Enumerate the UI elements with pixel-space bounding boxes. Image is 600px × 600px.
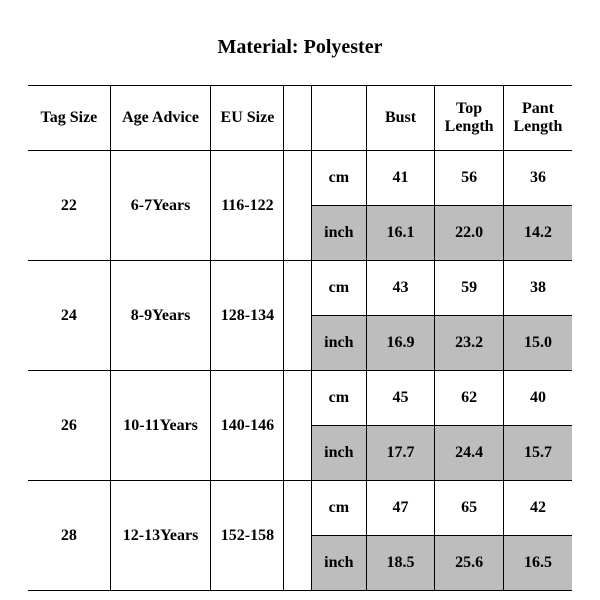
cell-unit-inch: inch xyxy=(311,536,366,591)
cell-eu-size: 140-146 xyxy=(211,371,284,481)
cell-eu-size: 152-158 xyxy=(211,481,284,591)
cell-pant-length: 14.2 xyxy=(503,206,572,261)
cell-bust: 18.5 xyxy=(366,536,435,591)
cell-pant-length: 36 xyxy=(503,151,572,206)
cell-top-length: 65 xyxy=(435,481,504,536)
col-tag-size: Tag Size xyxy=(28,86,110,151)
size-table-wrap: Tag Size Age Advice EU Size Bust Top Len… xyxy=(0,85,600,591)
cell-pant-length: 40 xyxy=(503,371,572,426)
cell-unit-cm: cm xyxy=(311,151,366,206)
cell-pant-length: 42 xyxy=(503,481,572,536)
cell-age-advice: 6-7Years xyxy=(110,151,211,261)
cell-top-length: 59 xyxy=(435,261,504,316)
cell-bust: 45 xyxy=(366,371,435,426)
cell-unit-cm: cm xyxy=(311,371,366,426)
cell-blank xyxy=(284,261,311,371)
cell-tag-size: 28 xyxy=(28,481,110,591)
cell-age-advice: 8-9Years xyxy=(110,261,211,371)
table-row: 28 12-13Years 152-158 cm 47 65 42 xyxy=(28,481,572,536)
table-row: 24 8-9Years 128-134 cm 43 59 38 xyxy=(28,261,572,316)
col-unit xyxy=(311,86,366,151)
cell-top-length: 62 xyxy=(435,371,504,426)
cell-bust: 17.7 xyxy=(366,426,435,481)
cell-bust: 47 xyxy=(366,481,435,536)
cell-top-length: 25.6 xyxy=(435,536,504,591)
cell-bust: 43 xyxy=(366,261,435,316)
cell-top-length: 23.2 xyxy=(435,316,504,371)
cell-unit-inch: inch xyxy=(311,206,366,261)
cell-tag-size: 26 xyxy=(28,371,110,481)
page-title: Material: Polyester xyxy=(0,0,600,85)
col-age-advice: Age Advice xyxy=(110,86,211,151)
cell-bust: 41 xyxy=(366,151,435,206)
cell-pant-length: 16.5 xyxy=(503,536,572,591)
table-body: 22 6-7Years 116-122 cm 41 56 36 inch 16.… xyxy=(28,151,572,591)
cell-unit-inch: inch xyxy=(311,426,366,481)
cell-tag-size: 22 xyxy=(28,151,110,261)
cell-unit-inch: inch xyxy=(311,316,366,371)
size-table: Tag Size Age Advice EU Size Bust Top Len… xyxy=(28,85,572,591)
cell-age-advice: 10-11Years xyxy=(110,371,211,481)
col-bust: Bust xyxy=(366,86,435,151)
cell-bust: 16.9 xyxy=(366,316,435,371)
cell-tag-size: 24 xyxy=(28,261,110,371)
table-row: 22 6-7Years 116-122 cm 41 56 36 xyxy=(28,151,572,206)
col-pant-length: Pant Length xyxy=(503,86,572,151)
cell-top-length: 56 xyxy=(435,151,504,206)
cell-pant-length: 15.7 xyxy=(503,426,572,481)
cell-blank xyxy=(284,371,311,481)
cell-eu-size: 116-122 xyxy=(211,151,284,261)
cell-unit-cm: cm xyxy=(311,261,366,316)
cell-top-length: 22.0 xyxy=(435,206,504,261)
cell-eu-size: 128-134 xyxy=(211,261,284,371)
col-blank xyxy=(284,86,311,151)
cell-age-advice: 12-13Years xyxy=(110,481,211,591)
col-eu-size: EU Size xyxy=(211,86,284,151)
cell-blank xyxy=(284,481,311,591)
col-top-length: Top Length xyxy=(435,86,504,151)
cell-pant-length: 38 xyxy=(503,261,572,316)
cell-pant-length: 15.0 xyxy=(503,316,572,371)
cell-unit-cm: cm xyxy=(311,481,366,536)
cell-bust: 16.1 xyxy=(366,206,435,261)
header-row: Tag Size Age Advice EU Size Bust Top Len… xyxy=(28,86,572,151)
cell-blank xyxy=(284,151,311,261)
cell-top-length: 24.4 xyxy=(435,426,504,481)
table-row: 26 10-11Years 140-146 cm 45 62 40 xyxy=(28,371,572,426)
